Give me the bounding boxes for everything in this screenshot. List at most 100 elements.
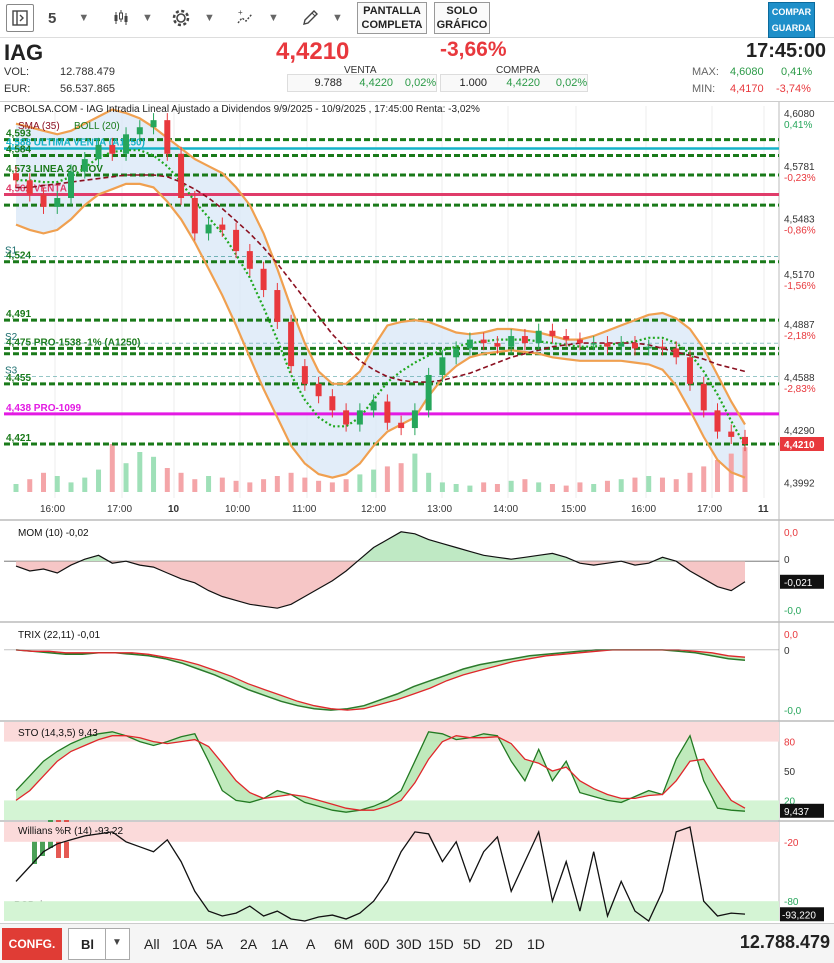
volume-bar [494, 484, 500, 492]
volume-bar [453, 484, 459, 492]
volume-bar [467, 485, 473, 492]
venta-pct: 0,02% [404, 77, 437, 89]
mom-last-label: -0,021 [784, 578, 813, 589]
volume-bar [13, 484, 19, 492]
svg-text:+: + [238, 9, 243, 17]
interval-value: 5 [48, 9, 57, 27]
y-tick-pct: -2,18% [784, 331, 816, 342]
quote-header: IAG 4,4210 -3,66% 17:45:00 VOL: 12.788.4… [0, 38, 834, 102]
x-tick-label: 11:00 [292, 504, 317, 515]
level-label: 4,588 ULTIMA VENTA (A1250) [6, 137, 145, 148]
compare-button[interactable]: COMPAR GUARDA [768, 2, 815, 38]
period-15d[interactable]: 15D [428, 936, 454, 952]
candle-body [549, 330, 556, 337]
sto-tick: 50 [784, 767, 796, 778]
vol-label: VOL: [4, 66, 30, 78]
symbol: IAG [4, 40, 44, 65]
volume-bar [522, 479, 528, 492]
candle-body [370, 401, 377, 411]
candle-body [714, 410, 721, 432]
fullscreen-label-1: PANTALLA [363, 5, 421, 17]
sto-last-label: 9,437 [784, 807, 809, 818]
period-5a[interactable]: 5A [206, 936, 224, 952]
indicators-select[interactable]: + ▼ [236, 4, 279, 32]
compra-label: COMPRA [496, 65, 540, 76]
candle-body [178, 153, 185, 199]
volume-bar [591, 484, 597, 492]
y-tick-label: 4,5170 [784, 270, 815, 281]
volume-bar [659, 477, 665, 492]
period-5d[interactable]: 5D [463, 936, 481, 952]
fullscreen-button[interactable]: PANTALLA COMPLETA [357, 2, 427, 34]
period-a[interactable]: A [306, 936, 316, 952]
candle-body [673, 348, 680, 358]
drawing-select[interactable]: ▼ [300, 4, 343, 32]
bollinger-fill [16, 109, 745, 478]
volume-bar [701, 466, 707, 492]
sto-d-line [15, 735, 746, 811]
settings-select[interactable]: ▼ [170, 4, 215, 32]
quote-time: 17:45:00 [746, 40, 827, 62]
interval-select[interactable]: 5 ▼ [48, 4, 89, 32]
chart-type-select[interactable]: ▼ [112, 4, 153, 32]
candle-body [191, 198, 198, 234]
bollinger-upper-line [15, 108, 746, 426]
volume-bar [192, 479, 198, 492]
candle-body [645, 346, 652, 349]
volume-bar [302, 477, 308, 492]
boll-legend: BOLL (20) [74, 121, 120, 132]
period-6m[interactable]: 6M [334, 936, 354, 952]
volume-bar [384, 466, 390, 492]
bollinger-lower-line [15, 182, 746, 479]
volume-bar [563, 485, 569, 492]
y-tick-pct: -0,86% [784, 226, 816, 237]
change-percent: -3,66% [440, 38, 507, 61]
candle-body [384, 401, 391, 423]
period-all[interactable]: All [144, 936, 160, 952]
x-tick-label: 17:00 [107, 504, 132, 515]
volume-bar [329, 482, 335, 492]
chart-area[interactable]: 16:00 17:00 10 10:00 11:00 12:00 13:00 14:00 15:… [0, 102, 834, 923]
candle-body [13, 173, 19, 181]
config-button[interactable]: CONFG. [2, 928, 62, 960]
williams-line [15, 826, 746, 922]
volume-bar [536, 482, 542, 492]
only-chart-button[interactable]: SOLO GRÁFICO [434, 2, 490, 34]
volume-bar [426, 472, 432, 492]
candle-body [535, 330, 542, 344]
volume-bar [316, 480, 322, 492]
x-tick-label: 11 [758, 504, 769, 515]
candle-body [123, 134, 130, 154]
period-1d[interactable]: 1D [527, 936, 545, 952]
period-2a[interactable]: 2A [240, 936, 258, 952]
indicators-icon: + [237, 9, 253, 24]
candle-body [95, 144, 102, 160]
candle-body [301, 366, 308, 384]
compare-label-2: GUARDA [771, 23, 812, 33]
last-price-tag [780, 436, 824, 451]
venta-qty: 9.788 [314, 77, 342, 89]
period-10a[interactable]: 10A [172, 936, 197, 952]
y-tick-label: 4,4588 [784, 373, 815, 384]
volume-bar [618, 479, 624, 492]
period-1a[interactable]: 1A [271, 936, 289, 952]
level-label: 4,491 [6, 309, 31, 320]
volume-bar [604, 480, 610, 492]
volume-bar [164, 468, 170, 492]
period-30d[interactable]: 30D [396, 936, 422, 952]
sidebar-toggle-icon[interactable] [6, 4, 34, 32]
volume-bar [577, 482, 583, 492]
sma-line [16, 174, 746, 383]
style-select[interactable]: Bl ▼ [68, 928, 130, 960]
period-60d[interactable]: 60D [364, 936, 390, 952]
volume-bar [371, 469, 377, 492]
compra-qty: 1.000 [459, 77, 487, 89]
compare-label-1: COMPAR [771, 7, 812, 17]
period-2d[interactable]: 2D [495, 936, 513, 952]
venta-label: VENTA [344, 65, 377, 76]
level-label: 4,475 PRO-1538 -1% (A1250) [6, 337, 141, 348]
mom-label: MOM (10) -0,02 [18, 528, 89, 539]
mom-tick: -0,0 [784, 606, 802, 617]
trix-fill [16, 649, 745, 711]
candle-body [631, 343, 638, 349]
